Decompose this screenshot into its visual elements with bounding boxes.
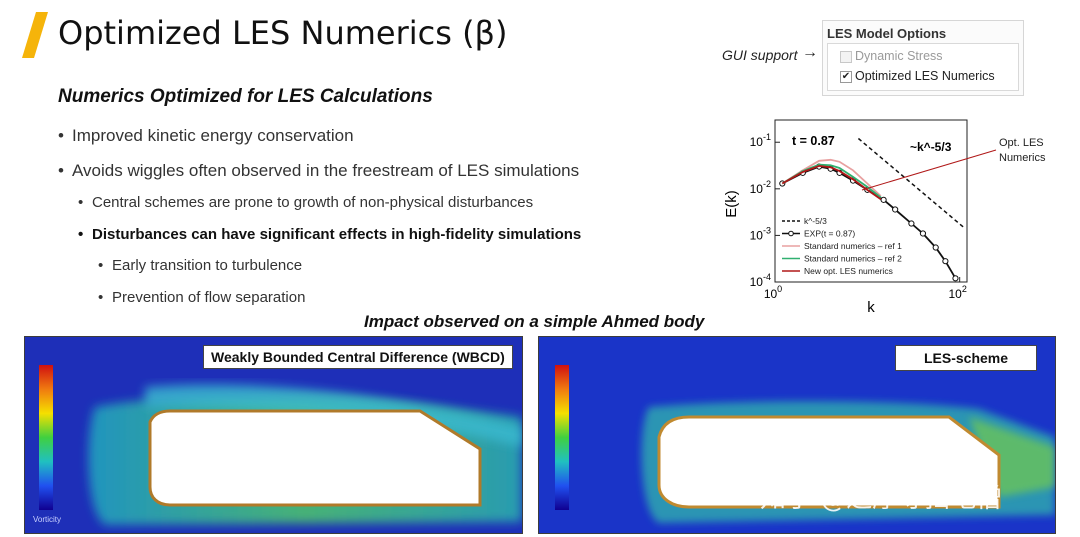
section-subtitle: Numerics Optimized for LES Calculations [58, 86, 433, 107]
legend-label: New opt. LES numerics [804, 266, 893, 276]
colorbar-label: Vorticity [33, 515, 62, 524]
series-line-2 [781, 158, 882, 197]
y-axis-label: E(k) [723, 190, 740, 218]
callout-line [861, 149, 997, 191]
optimized-les-numerics-checkbox[interactable]: ✔ [840, 71, 852, 83]
series-point [919, 230, 927, 237]
bullet-dot: • [98, 289, 104, 306]
bullet-2-text: Avoids wiggles often observed in the fre… [72, 161, 580, 180]
wbcd-flowfield [25, 337, 522, 533]
les-model-options-panel: LES Model Options Dynamic Stress ✔ Optim… [822, 20, 1024, 96]
les-model-options-title: LES Model Options [827, 26, 947, 41]
accent-shape [22, 12, 48, 58]
series-point [942, 258, 949, 265]
callout-opt-les: Opt. LES Numerics [999, 137, 1046, 164]
x-tick-label: 102 [949, 284, 967, 301]
wbcd-label: Weakly Bounded Central Difference (WBCD) [203, 345, 513, 369]
y-tick-label: 10-1 [750, 132, 771, 149]
sub-sub-bullet-1-text: Early transition to turbulence [112, 257, 303, 274]
sub-bullet-1-text: Central schemes are prone to growth of n… [92, 194, 534, 211]
series-line-0 [857, 137, 964, 228]
series-point [952, 275, 959, 282]
title-accent-bar [22, 12, 48, 58]
chart-legend: k^-5/3 EXP(t = 0.87) Standard numerics – r… [782, 216, 902, 276]
legend-marker [788, 230, 794, 237]
plot-frame [774, 119, 968, 283]
sub-sub-bullet-2-text: Prevention of flow separation [112, 289, 306, 306]
x-axis-label: k [867, 299, 875, 316]
arrow-right-icon: → [802, 44, 818, 61]
legend-label: EXP(t = 0.87) [804, 229, 855, 239]
series-point [932, 244, 939, 251]
time-annotation: t = 0.87 [792, 134, 835, 148]
checkmark-icon: ✔ [841, 71, 851, 82]
bullet-dot: • [78, 226, 84, 243]
bullet-dot: • [58, 161, 64, 180]
watermark: 知乎 @达摩寺扫地僧 [760, 484, 1003, 514]
les-scheme-label: LES-scheme [895, 345, 1038, 371]
colorbar [39, 365, 53, 510]
dynamic-stress-label: Dynamic Stress [855, 49, 943, 63]
series-line-4 [781, 164, 882, 200]
legend-label: Standard numerics – ref 1 [804, 241, 902, 251]
colorbar [555, 365, 569, 510]
sub-bullet-1: • Central schemes are prone to growth of … [78, 194, 533, 211]
series-point [908, 220, 915, 227]
bullet-1-text: Improved kinetic energy conservation [72, 126, 354, 145]
y-tick-label: 10-3 [750, 225, 771, 242]
sub-bullet-2-text: Disturbances can have significant effect… [92, 226, 582, 243]
series-point [892, 206, 899, 213]
x-tick-label: 100 [764, 284, 782, 301]
bullet-dot: • [58, 126, 64, 145]
y-tick-label: 10-2 [750, 179, 771, 196]
optimized-les-numerics-label: Optimized LES Numerics [855, 69, 995, 83]
legend-label: Standard numerics – ref 2 [804, 254, 902, 264]
bullet-2: • Avoids wiggles often observed in the fr… [58, 161, 579, 181]
les-options-group: Dynamic Stress ✔ Optimized LES Numerics [827, 43, 1019, 91]
dynamic-stress-checkbox[interactable] [840, 51, 852, 63]
sub-sub-bullet-1: • Early transition to turbulence [98, 257, 302, 274]
gui-support-label: GUI support [722, 47, 798, 63]
series-point [880, 196, 887, 203]
wbcd-vorticity-image: Vorticity Weakly Bounded Central Differe… [24, 336, 523, 534]
bullet-dot: • [78, 194, 84, 211]
legend-label: k^-5/3 [804, 216, 827, 226]
sub-bullet-2: • Disturbances can have significant effec… [78, 226, 581, 243]
impact-caption: Impact observed on a simple Ahmed body [364, 312, 705, 331]
slide-title: Optimized LES Numerics (β) [58, 14, 508, 52]
bullet-1: • Improved kinetic energy conservation [58, 126, 354, 146]
les-scheme-vorticity-image: LES-scheme [538, 336, 1056, 534]
sub-sub-bullet-2: • Prevention of flow separation [98, 289, 305, 306]
slope-annotation: ~k^-5/3 [910, 140, 952, 154]
bullet-dot: • [98, 257, 104, 274]
